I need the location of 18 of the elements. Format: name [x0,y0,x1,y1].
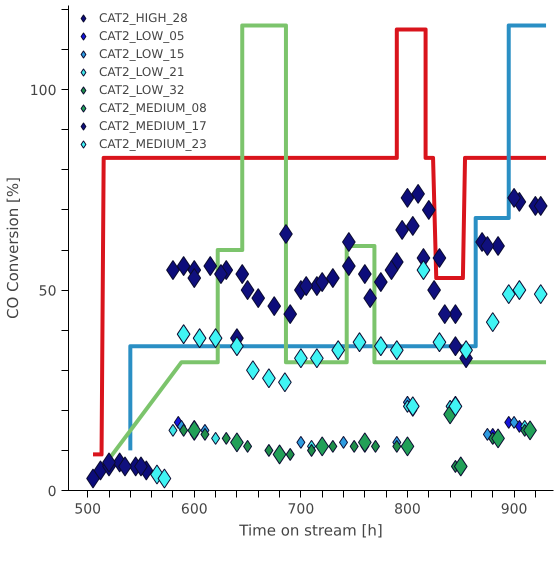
legend-label: CAT2_LOW_05 [99,28,184,44]
x-tick-label: 900 [500,502,528,518]
legend-label: CAT2_LOW_32 [99,82,184,98]
x-tick-label: 700 [288,502,314,518]
x-tick-label: 600 [180,502,208,518]
legend-label: CAT2_MEDIUM_23 [99,136,207,152]
legend-label: CAT2_LOW_15 [99,46,184,62]
legend-label: CAT2_HIGH_28 [99,10,188,26]
y-tick-label: 100 [30,83,57,100]
legend-label: CAT2_MEDIUM_17 [99,118,207,134]
x-tick-label: 800 [394,502,421,518]
y-tick-label: 50 [38,284,57,300]
x-tick-label: 500 [74,502,102,518]
y-tick-label: 0 [48,484,57,500]
x-axis-title: Time on stream [h] [238,522,383,540]
legend-label: CAT2_MEDIUM_08 [99,100,207,116]
y-axis-title: CO Conversion [%] [4,177,22,319]
legend-label: CAT2_LOW_21 [99,64,184,80]
